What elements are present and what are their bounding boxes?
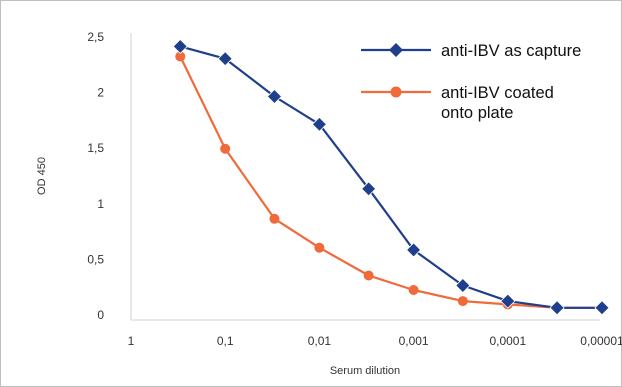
- data-point-diamond: [406, 242, 422, 258]
- x-tick-label: 1: [128, 334, 135, 348]
- legend-marker-diamond: [389, 43, 403, 57]
- data-point-diamond: [455, 277, 471, 294]
- data-point-circle: [175, 51, 186, 62]
- legend-item: anti-IBV as capture: [361, 42, 581, 60]
- series-coated: [175, 51, 607, 313]
- x-tick-label: 0,0001: [489, 334, 526, 348]
- data-point-diamond: [266, 88, 283, 105]
- data-point-circle: [269, 213, 280, 224]
- y-tick-label: 1,5: [87, 141, 104, 155]
- series-layer: [172, 38, 610, 316]
- y-tick-label: 1: [97, 197, 104, 211]
- y-tick-label: 0,5: [87, 252, 104, 266]
- axes: [130, 33, 600, 321]
- data-point-diamond: [361, 181, 377, 197]
- data-point-circle: [363, 270, 374, 281]
- data-point-diamond: [549, 300, 565, 316]
- series-line: [179, 56, 602, 309]
- legend: anti-IBV as capture anti-IBV coated onto p…: [361, 42, 581, 122]
- data-point-diamond: [500, 293, 516, 309]
- x-tick-label: 0,01: [308, 334, 332, 348]
- y-axis-title: OD 450: [36, 157, 48, 195]
- series-capture: [172, 38, 610, 316]
- data-point-circle: [457, 296, 468, 307]
- data-point-diamond: [217, 51, 233, 67]
- x-axis-title: Serum dilution: [330, 365, 400, 377]
- x-tick-label: 0,001: [399, 334, 429, 348]
- legend-label: anti-IBV as capture: [441, 42, 581, 60]
- x-tick-label: 0,1: [217, 334, 234, 348]
- data-point-diamond: [311, 116, 327, 132]
- legend-label: anti-IBV coated onto plate: [441, 84, 554, 122]
- legend-marker-circle: [390, 86, 402, 98]
- data-point-circle: [314, 242, 325, 253]
- data-point-circle: [220, 143, 231, 154]
- x-tick-labels: 1 0,1 0,01 0,001 0,0001 0,00001: [128, 334, 622, 348]
- data-point-diamond: [594, 300, 610, 316]
- data-point-circle: [408, 284, 419, 295]
- y-tick-label: 2: [97, 86, 104, 100]
- y-tick-label: 2,5: [87, 30, 104, 44]
- series-line: [180, 45, 602, 309]
- data-point-diamond: [172, 38, 188, 55]
- legend-item: anti-IBV coated onto plate: [361, 84, 554, 122]
- y-tick-labels: 0 0,5 1 1,5 2 2,5: [87, 30, 104, 322]
- x-tick-label: 0,00001: [580, 334, 622, 348]
- y-tick-label: 0: [97, 308, 104, 322]
